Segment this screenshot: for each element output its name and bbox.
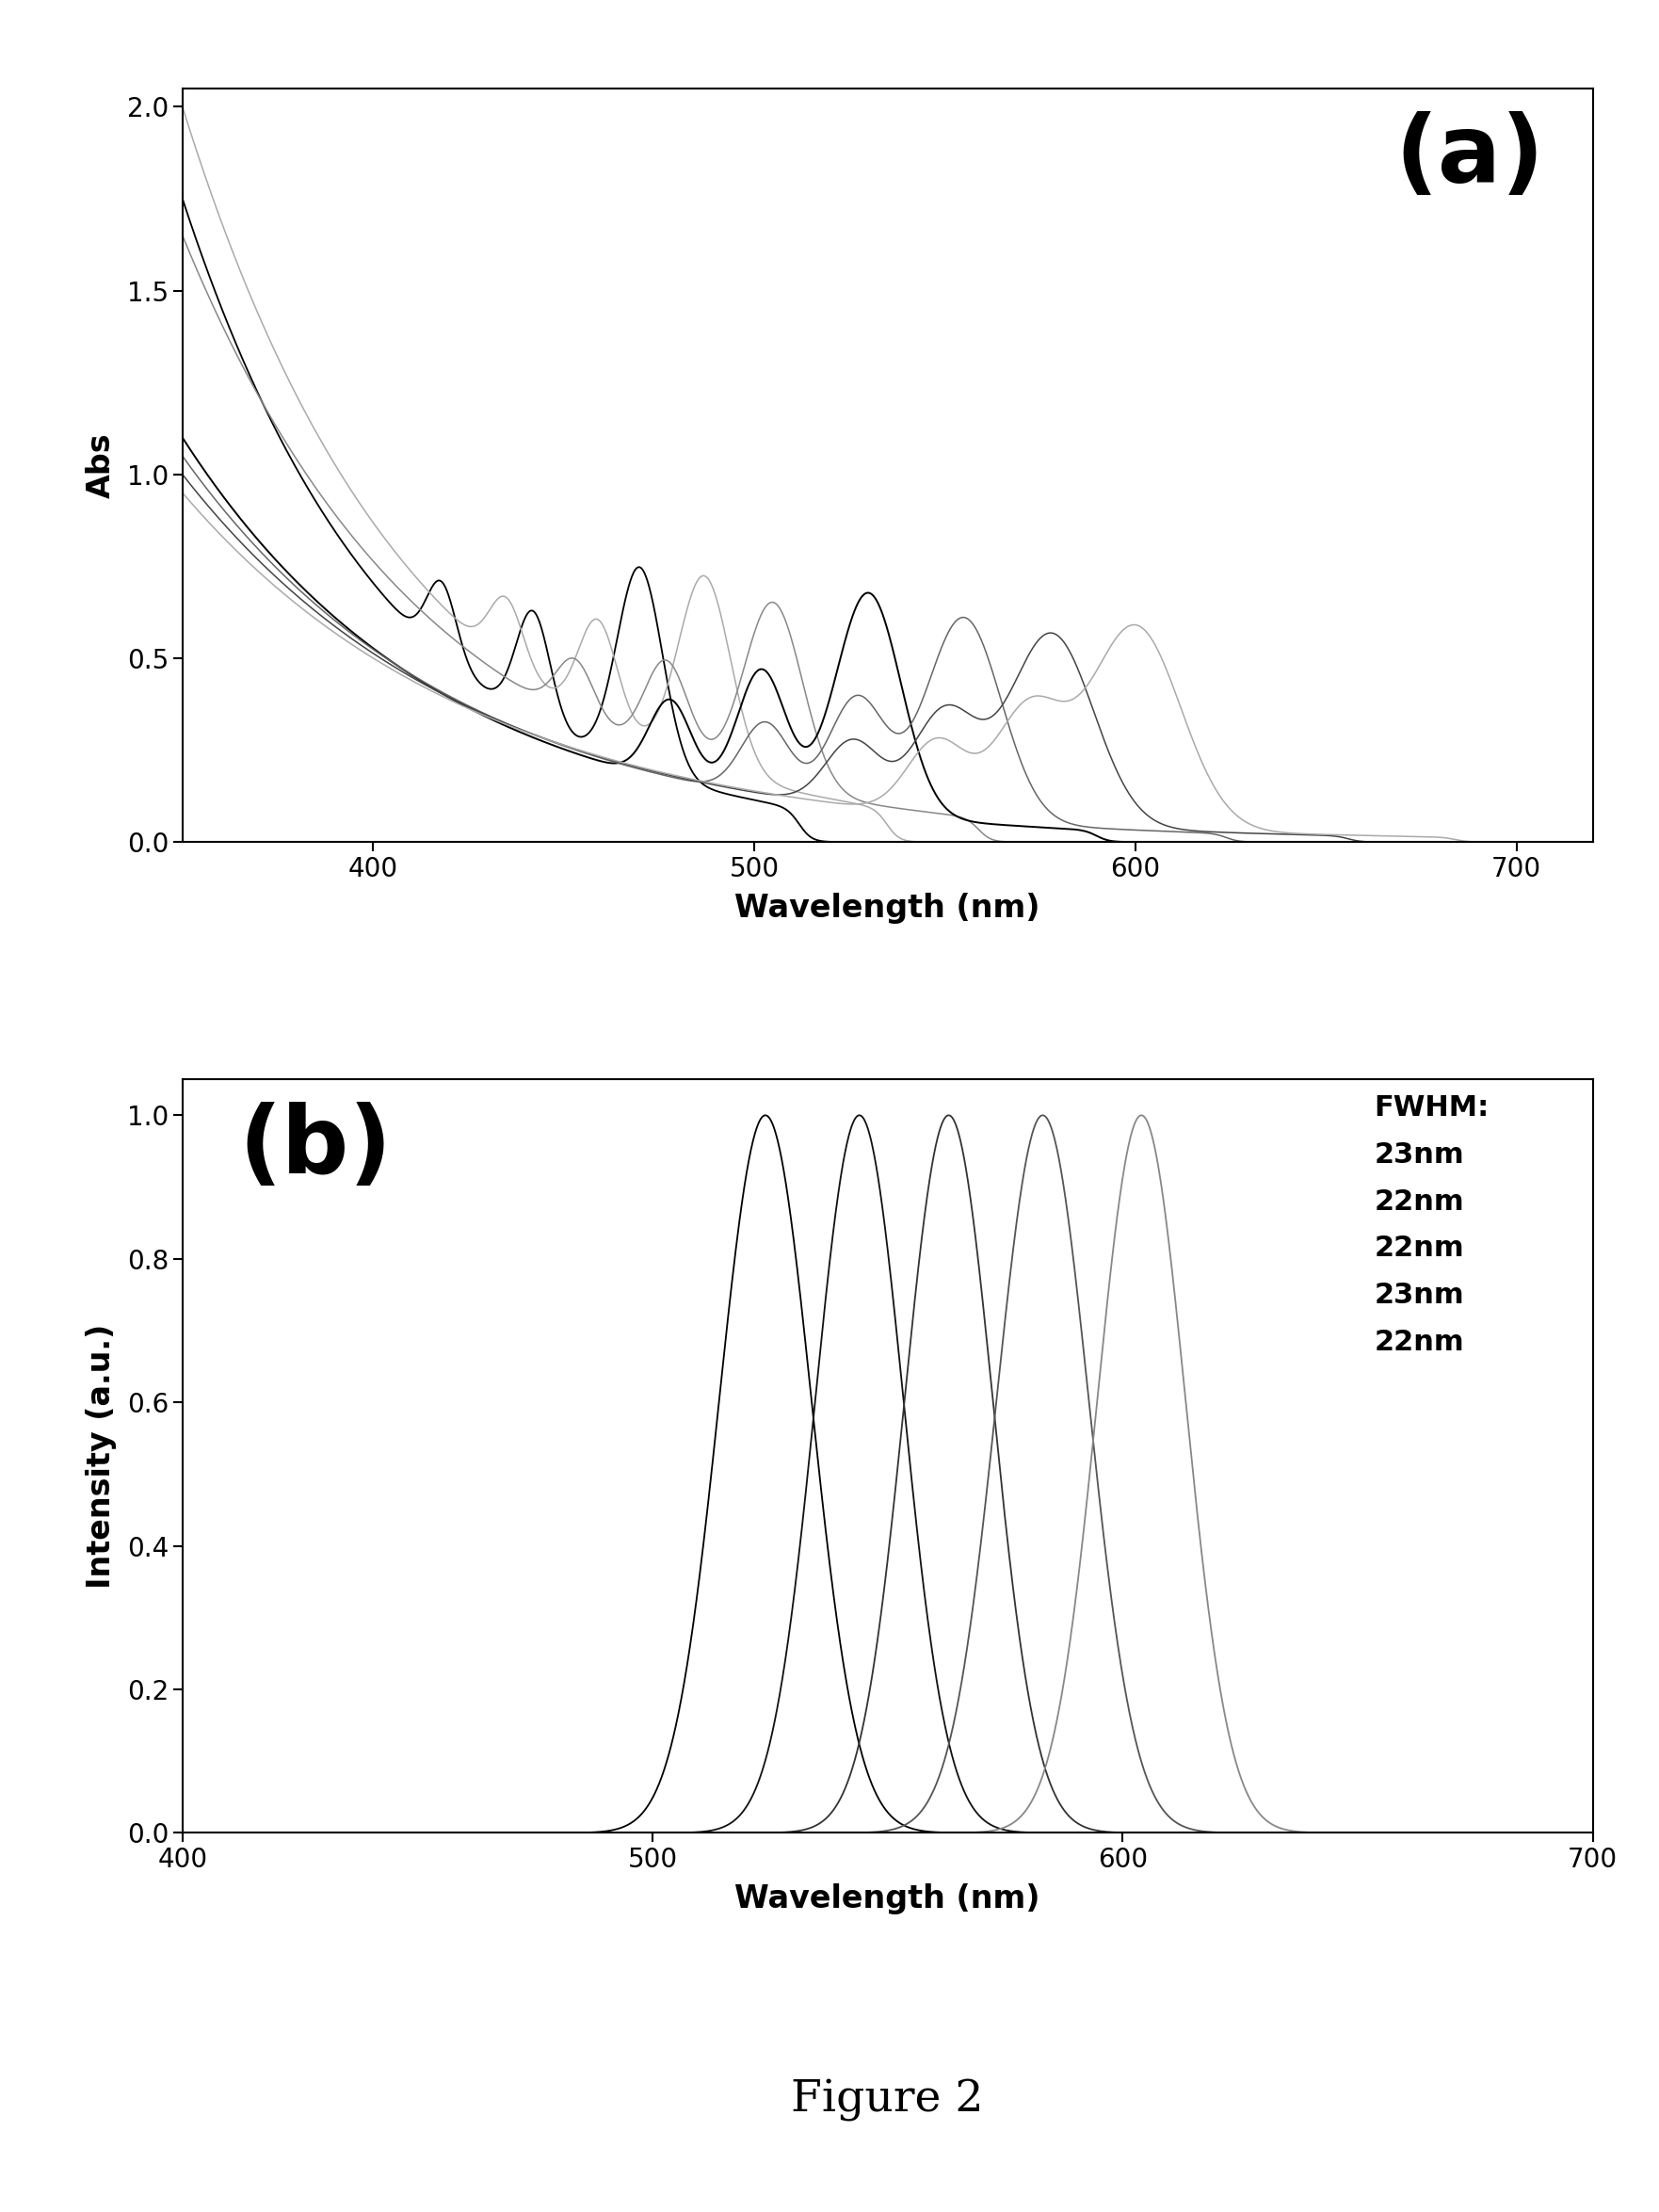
Text: (b): (b) <box>239 1102 393 1192</box>
X-axis label: Wavelength (nm): Wavelength (nm) <box>735 894 1040 925</box>
Text: Figure 2: Figure 2 <box>791 2079 984 2121</box>
Y-axis label: Intensity (a.u.): Intensity (a.u.) <box>86 1323 116 1588</box>
Text: (a): (a) <box>1395 111 1545 204</box>
Text: FWHM:
23nm
22nm
22nm
23nm
22nm: FWHM: 23nm 22nm 22nm 23nm 22nm <box>1374 1095 1490 1356</box>
X-axis label: Wavelength (nm): Wavelength (nm) <box>735 1882 1040 1916</box>
Y-axis label: Abs: Abs <box>86 434 116 498</box>
